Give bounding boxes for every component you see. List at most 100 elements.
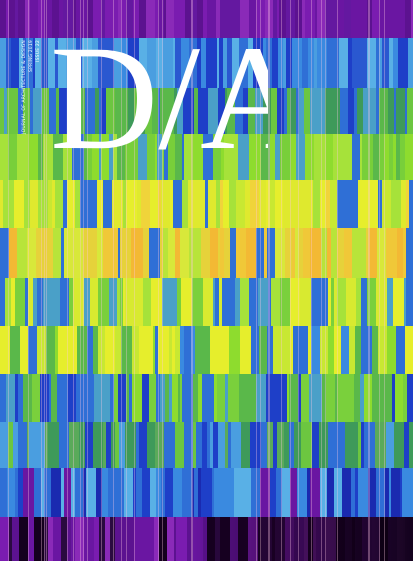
masthead-logo: D/A: [48, 15, 308, 181]
color-stripe: [55, 180, 63, 228]
color-stripe: [397, 228, 403, 278]
color-stripe: [177, 88, 183, 134]
color-stripe: [366, 228, 369, 278]
color-stripe: [71, 517, 75, 561]
color-stripe: [284, 88, 287, 134]
color-stripe: [189, 228, 193, 278]
color-stripe: [79, 88, 85, 134]
color-stripe: [129, 0, 133, 38]
color-stripe: [326, 134, 333, 180]
color-stripe: [409, 422, 413, 468]
color-stripe: [59, 422, 69, 468]
color-stripe: [79, 134, 84, 180]
color-stripe: [142, 468, 150, 517]
color-stripe: [270, 468, 276, 517]
color-stripe: [106, 88, 115, 134]
color-stripe: [213, 422, 218, 468]
color-stripe: [175, 134, 179, 180]
color-stripe: [90, 278, 98, 326]
color-band: [0, 0, 413, 38]
color-stripe: [118, 0, 121, 38]
color-stripe: [402, 468, 411, 517]
color-stripe: [275, 180, 283, 228]
color-stripe: [403, 228, 406, 278]
color-stripe: [328, 278, 331, 326]
color-stripe: [38, 0, 44, 38]
color-stripe: [161, 468, 165, 517]
color-stripe: [58, 468, 61, 517]
color-stripe: [361, 0, 367, 38]
color-stripe: [367, 0, 372, 38]
color-stripe: [406, 278, 413, 326]
color-stripe: [174, 517, 176, 561]
color-stripe: [287, 374, 289, 422]
color-stripe: [309, 374, 320, 422]
color-stripe: [283, 38, 286, 88]
color-stripe: [28, 134, 38, 180]
color-stripe: [405, 0, 411, 38]
color-stripe: [303, 228, 310, 278]
color-stripe: [349, 326, 355, 374]
color-stripe: [197, 0, 203, 38]
color-stripe: [322, 374, 326, 422]
color-stripe: [0, 468, 7, 517]
color-stripe: [86, 468, 96, 517]
color-stripe: [92, 38, 98, 88]
color-stripe: [198, 88, 208, 134]
color-stripe: [128, 88, 134, 134]
color-stripe: [250, 180, 253, 228]
color-stripe: [0, 134, 2, 180]
color-band: [0, 278, 413, 326]
color-stripe: [12, 517, 19, 561]
color-stripe: [166, 88, 174, 134]
color-stripe: [57, 374, 68, 422]
color-stripe: [287, 180, 298, 228]
color-stripe: [44, 0, 52, 38]
color-stripe: [226, 278, 235, 326]
color-stripe: [369, 228, 377, 278]
color-stripe: [296, 88, 299, 134]
color-stripe: [277, 0, 279, 38]
color-stripe: [165, 374, 169, 422]
color-stripe: [133, 468, 136, 517]
color-stripe: [370, 180, 378, 228]
color-stripe: [173, 180, 182, 228]
color-stripe: [404, 422, 409, 468]
color-stripe: [143, 228, 149, 278]
color-stripe: [270, 134, 275, 180]
color-stripe: [363, 278, 367, 326]
color-stripe: [217, 38, 219, 88]
color-stripe: [6, 374, 15, 422]
color-stripe: [189, 38, 197, 88]
color-stripe: [213, 134, 221, 180]
color-stripe: [115, 517, 124, 561]
color-stripe: [169, 326, 172, 374]
color-stripe: [215, 278, 219, 326]
color-stripe: [55, 326, 58, 374]
color-stripe: [377, 228, 386, 278]
color-stripe: [125, 326, 132, 374]
color-stripe: [208, 180, 216, 228]
color-stripe: [202, 422, 207, 468]
color-stripe: [317, 0, 325, 38]
color-stripe: [59, 0, 63, 38]
color-stripe: [101, 88, 106, 134]
color-stripe: [354, 374, 360, 422]
color-stripe: [193, 228, 201, 278]
color-stripe: [239, 38, 248, 88]
color-stripe: [398, 38, 408, 88]
color-stripe: [85, 422, 93, 468]
color-stripe: [327, 228, 331, 278]
color-band: [0, 134, 413, 180]
color-stripe: [98, 38, 107, 88]
color-stripe: [63, 180, 67, 228]
color-stripe: [125, 422, 131, 468]
color-stripe: [352, 38, 362, 88]
color-band: [0, 88, 413, 134]
color-stripe: [252, 374, 256, 422]
color-stripe: [67, 517, 71, 561]
color-stripe: [9, 228, 17, 278]
color-band: [0, 374, 413, 422]
color-stripe: [276, 468, 282, 517]
color-stripe: [135, 134, 138, 180]
